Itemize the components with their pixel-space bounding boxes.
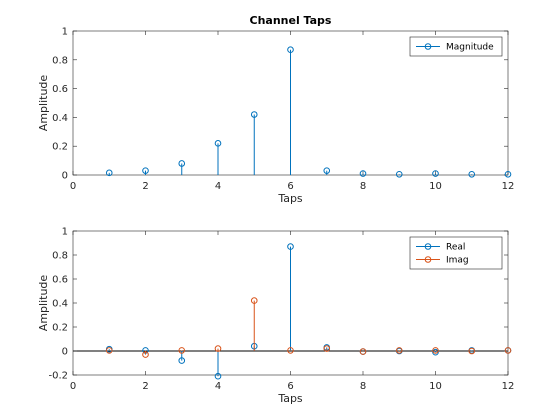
y-tick-label: 0 [62, 171, 68, 182]
stem-marker [105, 169, 113, 177]
legend-label: Imag [446, 256, 469, 266]
y-tick-label: 0.8 [52, 251, 68, 262]
legend-swatch-marker [424, 256, 432, 263]
legend-box [409, 36, 503, 57]
legend: Real Imag [409, 236, 503, 270]
stem-marker [504, 170, 512, 178]
y-tick-label: -0.2 [48, 371, 68, 382]
stem-marker [359, 348, 367, 355]
chart-title: Channel Taps [250, 14, 332, 27]
x-tick-label: 10 [429, 381, 442, 392]
x-tick-label: 0 [70, 181, 76, 192]
chart-2: 0 2 4 6 8 10 12-0.200.20.40.60.81TapsAmplitude… [37, 227, 514, 406]
y-tick-label: 0.8 [52, 55, 68, 66]
x-tick-label: 4 [215, 181, 221, 192]
stem-marker [178, 347, 186, 354]
stem-marker [504, 347, 512, 354]
series-2 [105, 297, 512, 358]
stem-marker [323, 167, 331, 174]
stem-marker [142, 167, 149, 174]
y-tick-label: 0.2 [52, 142, 68, 153]
stem-marker [432, 170, 439, 177]
legend: Magnitude [409, 36, 503, 57]
stem-marker [287, 347, 294, 354]
x-tick-label: 4 [215, 381, 221, 392]
x-tick-label: 6 [287, 381, 293, 392]
stem-marker [105, 347, 113, 354]
stem-marker [178, 357, 186, 364]
x-axis-label: Taps [277, 392, 303, 405]
x-tick-label: 2 [142, 381, 148, 392]
y-tick-label: 1 [62, 27, 68, 38]
x-tick-label: 10 [429, 181, 442, 192]
stem-marker [468, 170, 476, 178]
stem-marker [323, 345, 331, 352]
legend-swatch-marker [424, 43, 432, 50]
y-tick-label: 0 [62, 347, 68, 358]
stem-marker [287, 46, 294, 54]
y-tick-label: 0.6 [52, 275, 68, 286]
series-1 [105, 46, 512, 178]
stem-marker [432, 347, 439, 354]
stem-marker [214, 140, 222, 147]
stem-marker [250, 297, 258, 304]
y-axis-label: Amplitude [37, 275, 50, 332]
x-axis-label: Taps [277, 192, 303, 205]
legend-label: Real [446, 243, 465, 253]
x-tick-label: 2 [142, 181, 148, 192]
y-axis-label: Amplitude [37, 75, 50, 132]
stem-marker [395, 170, 403, 178]
stem-marker [214, 345, 222, 352]
x-tick-label: 8 [360, 381, 366, 392]
x-tick-label: 12 [502, 181, 515, 192]
legend-label: Magnitude [446, 43, 494, 53]
y-tick-label: 0.4 [52, 113, 68, 124]
stem-marker [214, 372, 222, 380]
stem-marker [432, 348, 439, 356]
stem-marker [142, 351, 149, 358]
x-tick-label: 0 [70, 381, 76, 392]
y-tick-label: 0.2 [52, 323, 68, 334]
x-tick-label: 8 [360, 181, 366, 192]
chart-1: 0 2 4 6 8 10 12 0 0.2 0.4 0.6 0.8 1 Taps Amplitude Chan… [37, 14, 514, 205]
x-tick-label: 12 [502, 381, 515, 392]
stem-marker [178, 160, 186, 167]
y-tick-label: 0.4 [52, 299, 68, 310]
stem-marker [287, 243, 294, 250]
y-tick-label: 0.6 [52, 84, 68, 95]
stem-marker [468, 347, 476, 355]
y-tick-label: 1 [62, 227, 68, 238]
stem-marker [395, 347, 403, 354]
legend-box [409, 236, 503, 270]
x-tick-label: 6 [287, 181, 293, 192]
stem-marker [250, 111, 258, 118]
stem-marker [359, 170, 367, 177]
legend-swatch-marker [424, 243, 432, 250]
